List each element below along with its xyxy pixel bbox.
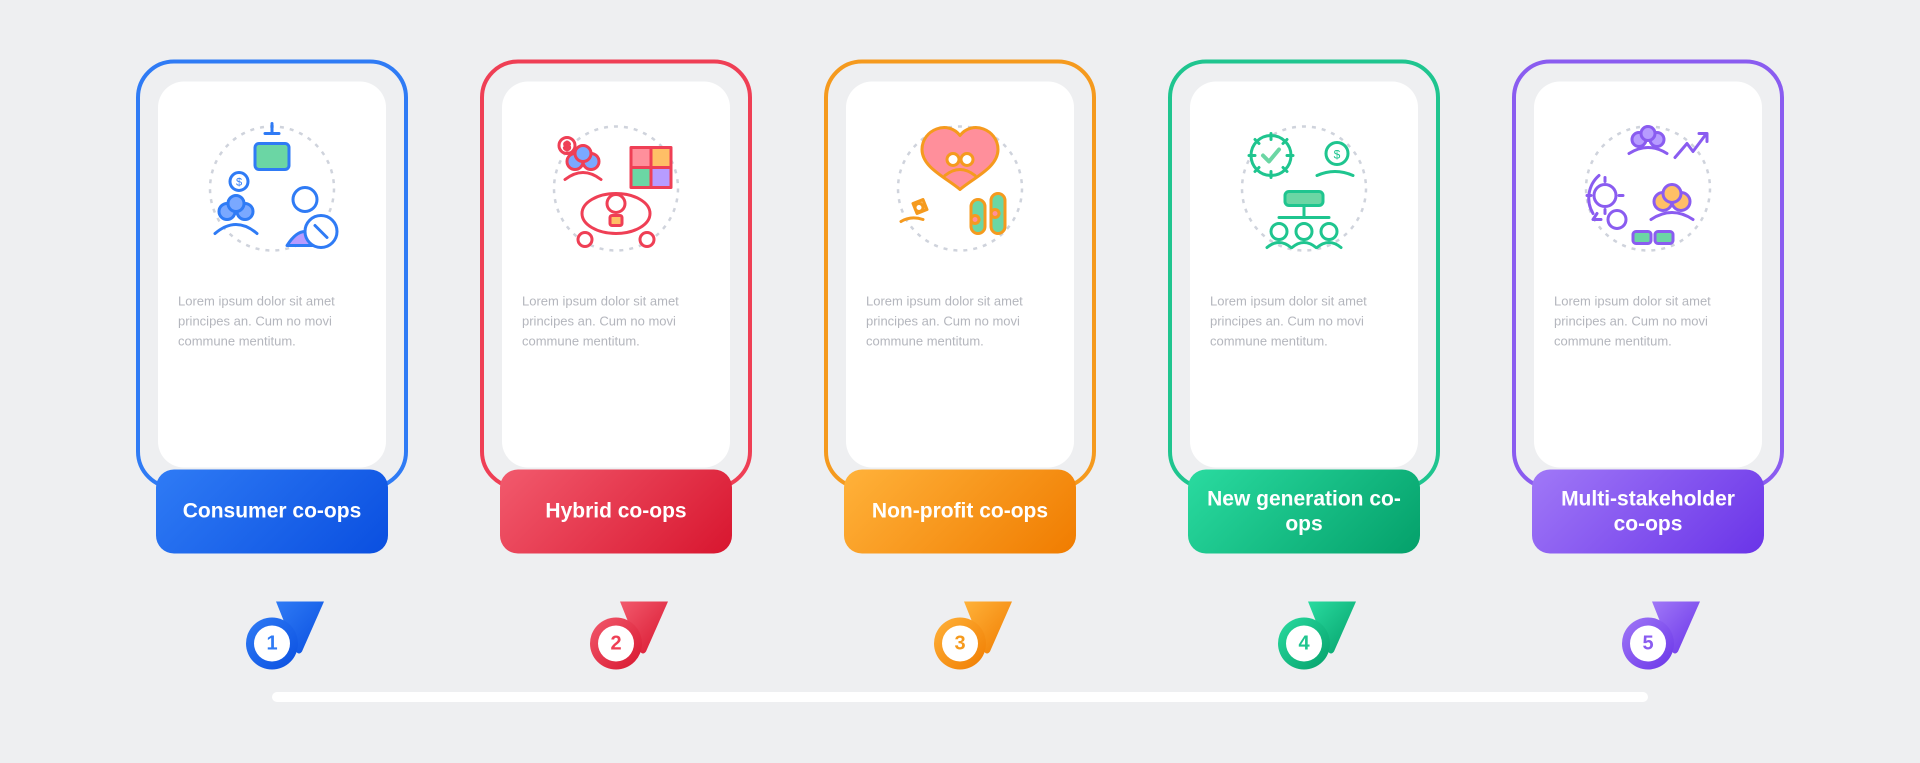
card-label: Consumer co-ops — [156, 470, 388, 554]
card-4: $ Lorem ipsum dolor sit amet principes a… — [1168, 60, 1440, 490]
card-frame: $ Lorem ipsum dolor sit amet principes a… — [480, 60, 752, 490]
number-badge: 2 — [590, 618, 642, 670]
card-frame: $ Lorem ipsum dolor sit amet principes a… — [1168, 60, 1440, 490]
card-body-text: Lorem ipsum dolor sit amet principes an.… — [866, 292, 1054, 352]
number-badge-value: 2 — [598, 626, 634, 662]
card-title: Hybrid co-ops — [545, 499, 686, 524]
card-label: New generation co-ops — [1188, 470, 1420, 554]
multi-icon — [1563, 104, 1733, 274]
card-title: Multi-stakeholder co-ops — [1546, 486, 1750, 536]
number-badge-value: 5 — [1630, 626, 1666, 662]
card-inner: $ Lorem ipsum dolor sit amet principes a… — [158, 82, 386, 468]
infographic-stage: $ Lorem ipsum dolor sit amet principes a… — [0, 0, 1920, 763]
card-2: $ Lorem ipsum dolor sit amet principes a… — [480, 60, 752, 490]
card-inner: $ Lorem ipsum dolor sit amet principes a… — [502, 82, 730, 468]
number-badge-value: 3 — [942, 626, 978, 662]
card-label: Hybrid co-ops — [500, 470, 732, 554]
card-body-text: Lorem ipsum dolor sit amet principes an.… — [1210, 292, 1398, 352]
timeline-bar — [272, 692, 1648, 702]
card-title: Non-profit co-ops — [872, 499, 1048, 524]
card-body-text: Lorem ipsum dolor sit amet principes an.… — [178, 292, 366, 352]
number-badge-value: 4 — [1286, 626, 1322, 662]
cards-row: $ Lorem ipsum dolor sit amet principes a… — [136, 60, 1784, 490]
card-frame: Lorem ipsum dolor sit amet principes an.… — [1512, 60, 1784, 490]
consumer-icon: $ — [187, 104, 357, 274]
card-1: $ Lorem ipsum dolor sit amet principes a… — [136, 60, 408, 490]
nonprofit-icon — [875, 104, 1045, 274]
hybrid-icon: $ — [531, 104, 701, 274]
number-badge-value: 1 — [254, 626, 290, 662]
card-frame: $ Lorem ipsum dolor sit amet principes a… — [136, 60, 408, 490]
card-label: Multi-stakeholder co-ops — [1532, 470, 1764, 554]
number-badge: 1 — [246, 618, 298, 670]
card-body-text: Lorem ipsum dolor sit amet principes an.… — [522, 292, 710, 352]
svg-text:$: $ — [236, 177, 242, 189]
number-badge: 5 — [1622, 618, 1674, 670]
card-title: Consumer co-ops — [183, 499, 362, 524]
card-body-text: Lorem ipsum dolor sit amet principes an.… — [1554, 292, 1742, 352]
card-frame: Lorem ipsum dolor sit amet principes an.… — [824, 60, 1096, 490]
svg-text:$: $ — [564, 142, 570, 153]
svg-text:$: $ — [1334, 148, 1341, 162]
card-inner: $ Lorem ipsum dolor sit amet principes a… — [1190, 82, 1418, 468]
newgen-icon: $ — [1219, 104, 1389, 274]
card-inner: Lorem ipsum dolor sit amet principes an.… — [1534, 82, 1762, 468]
card-3: Lorem ipsum dolor sit amet principes an.… — [824, 60, 1096, 490]
card-inner: Lorem ipsum dolor sit amet principes an.… — [846, 82, 1074, 468]
number-badge: 4 — [1278, 618, 1330, 670]
card-5: Lorem ipsum dolor sit amet principes an.… — [1512, 60, 1784, 490]
card-title: New generation co-ops — [1202, 486, 1406, 536]
card-label: Non-profit co-ops — [844, 470, 1076, 554]
number-badge: 3 — [934, 618, 986, 670]
